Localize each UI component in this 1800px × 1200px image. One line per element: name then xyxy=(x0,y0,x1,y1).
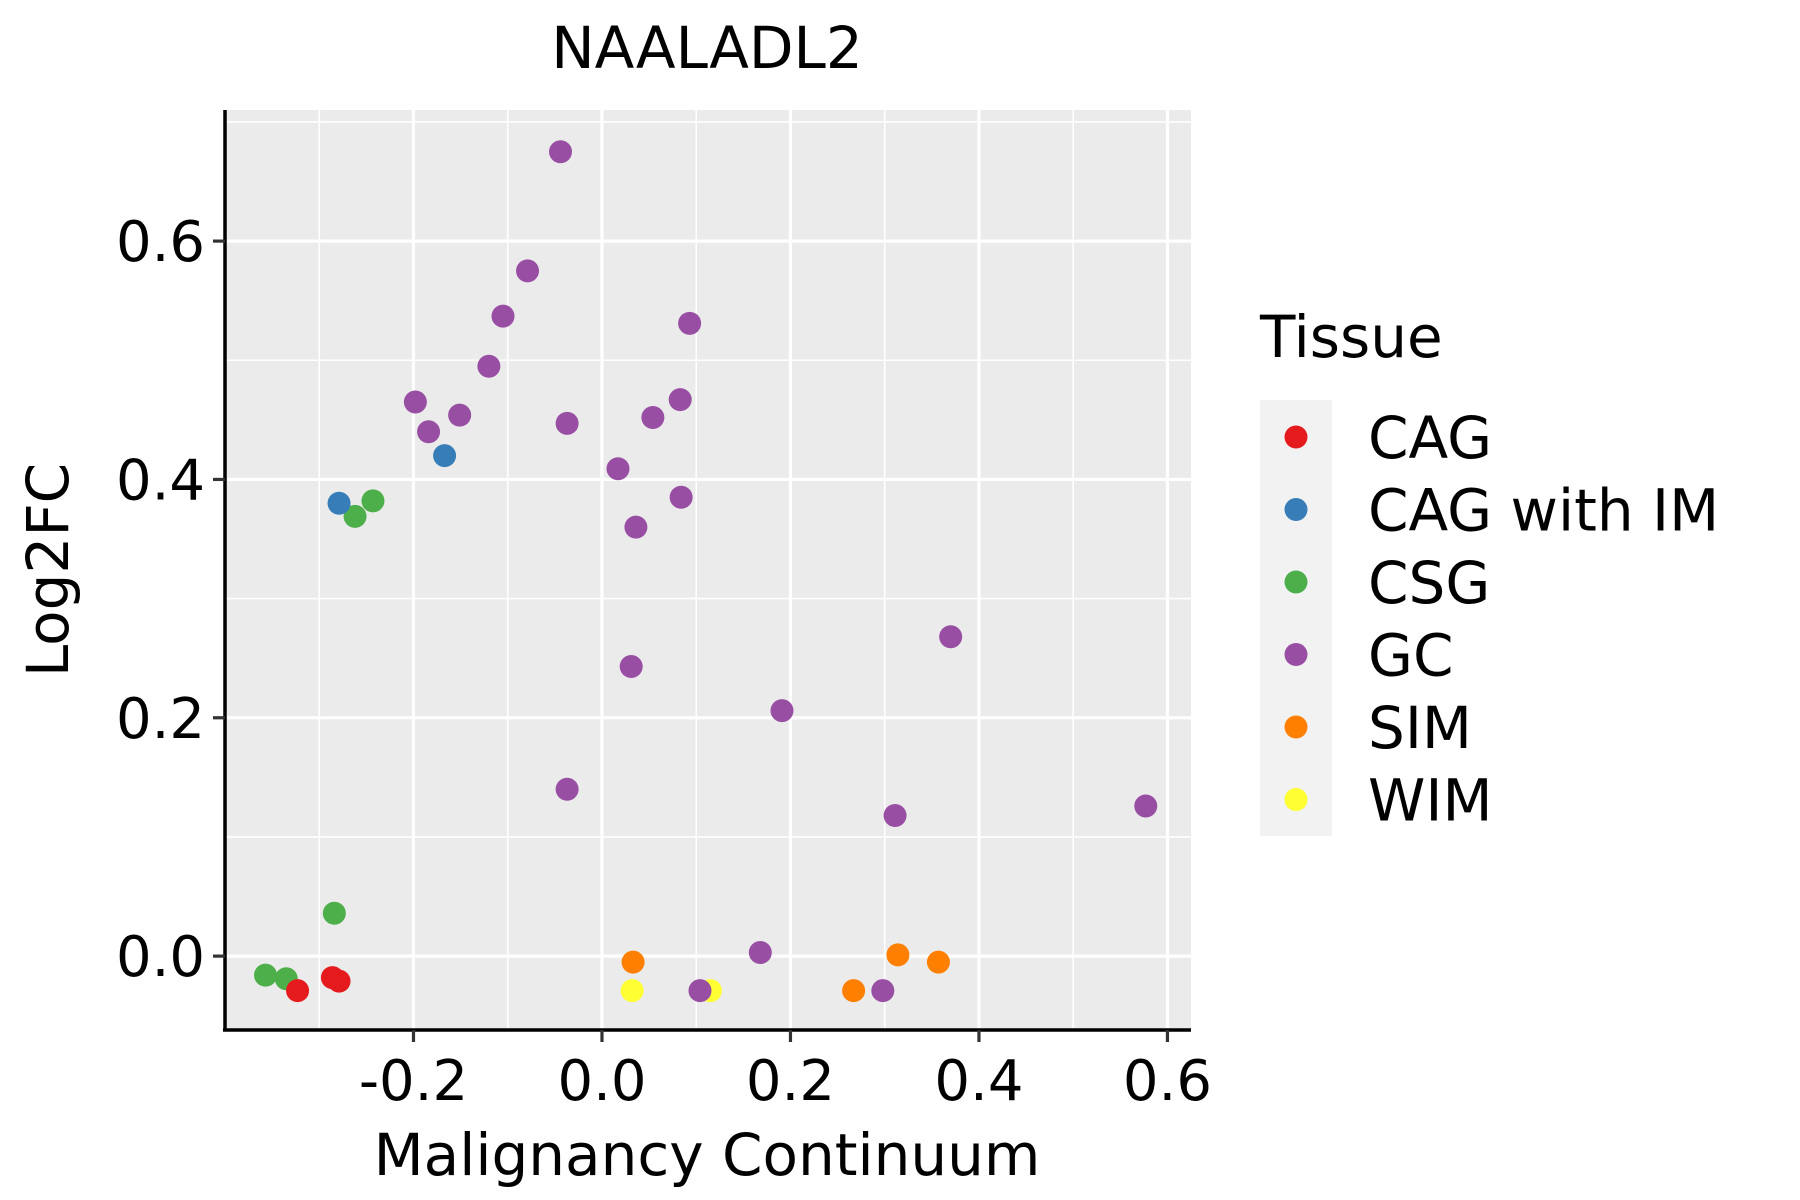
legend-label: CAG xyxy=(1368,404,1492,472)
x-tick-label: -0.2 xyxy=(359,1049,468,1114)
data-point-gc xyxy=(606,457,630,481)
plot-panel xyxy=(225,110,1191,1030)
data-point-gc xyxy=(770,699,794,723)
x-axis-label: Malignancy Continuum xyxy=(374,1121,1041,1189)
x-axis-ticks: -0.2 0.0 0.2 0.4 0.6 xyxy=(359,1030,1212,1114)
data-point-csg xyxy=(322,901,346,925)
legend-key-gc xyxy=(1284,643,1308,666)
legend-label: WIM xyxy=(1368,767,1493,835)
data-point-gc xyxy=(549,140,573,164)
legend-label: GC xyxy=(1368,622,1453,690)
data-point-gc xyxy=(491,304,515,328)
data-point-wim xyxy=(620,979,644,1003)
legend-title: Tissue xyxy=(1259,303,1443,371)
data-point-gc-overlay xyxy=(688,979,712,1003)
data-point-csg xyxy=(254,963,278,987)
y-tick-label: 0.0 xyxy=(116,925,205,990)
legend-key-cag-with-im xyxy=(1284,498,1308,521)
data-point-gc xyxy=(1134,794,1158,818)
data-point-cag xyxy=(286,979,310,1003)
data-point-cag-with-im xyxy=(433,444,457,468)
legend-key-cag xyxy=(1284,425,1308,449)
legend-label: CSG xyxy=(1368,549,1490,617)
data-point-cag xyxy=(327,969,351,993)
data-point-gc xyxy=(669,485,693,509)
legend-label: CAG with IM xyxy=(1368,477,1719,545)
data-point-gc xyxy=(555,411,579,435)
data-point-gc xyxy=(448,403,472,427)
data-point-gc xyxy=(555,777,579,801)
data-point-gc xyxy=(668,388,692,412)
data-point-cag-with-im xyxy=(327,491,351,515)
y-tick-label: 0.4 xyxy=(116,448,205,513)
legend-key-sim xyxy=(1284,715,1308,739)
data-points xyxy=(254,140,1158,1003)
y-tick-label: 0.2 xyxy=(116,687,205,752)
x-tick-label: 0.2 xyxy=(746,1049,835,1114)
y-axis-label: Log2FC xyxy=(14,463,82,677)
data-point-gc xyxy=(871,979,895,1003)
data-point-gc xyxy=(883,803,907,827)
data-point-gc xyxy=(417,420,441,444)
data-point-gc xyxy=(939,625,963,649)
minor-gridlines xyxy=(225,110,1191,1030)
legend-key-wim xyxy=(1284,788,1308,811)
y-axis-ticks: 0.0 0.2 0.4 0.6 xyxy=(116,210,225,990)
data-point-gc xyxy=(641,405,665,429)
x-tick-label: 0.6 xyxy=(1123,1049,1212,1114)
data-point-csg xyxy=(343,504,367,528)
major-gridlines xyxy=(225,110,1191,1030)
data-point-gc xyxy=(619,655,643,679)
x-tick-label: 0.0 xyxy=(557,1049,646,1114)
legend-key-csg xyxy=(1284,570,1308,594)
data-point-gc xyxy=(477,354,501,378)
data-point-csg xyxy=(361,489,385,513)
data-point-gc xyxy=(678,311,702,335)
x-tick-label: 0.4 xyxy=(934,1049,1023,1114)
data-point-sim xyxy=(886,943,910,967)
data-point-sim xyxy=(621,950,645,974)
y-tick-label: 0.6 xyxy=(116,210,205,275)
legend-key-background xyxy=(1260,400,1332,836)
chart-title: NAALADL2 xyxy=(551,14,863,82)
data-point-gc xyxy=(748,941,772,965)
data-point-sim xyxy=(842,979,866,1003)
data-point-gc xyxy=(624,515,648,539)
legend-label: SIM xyxy=(1368,694,1472,762)
data-point-sim xyxy=(926,950,950,974)
data-point-gc xyxy=(516,259,540,283)
data-point-gc xyxy=(403,390,427,414)
